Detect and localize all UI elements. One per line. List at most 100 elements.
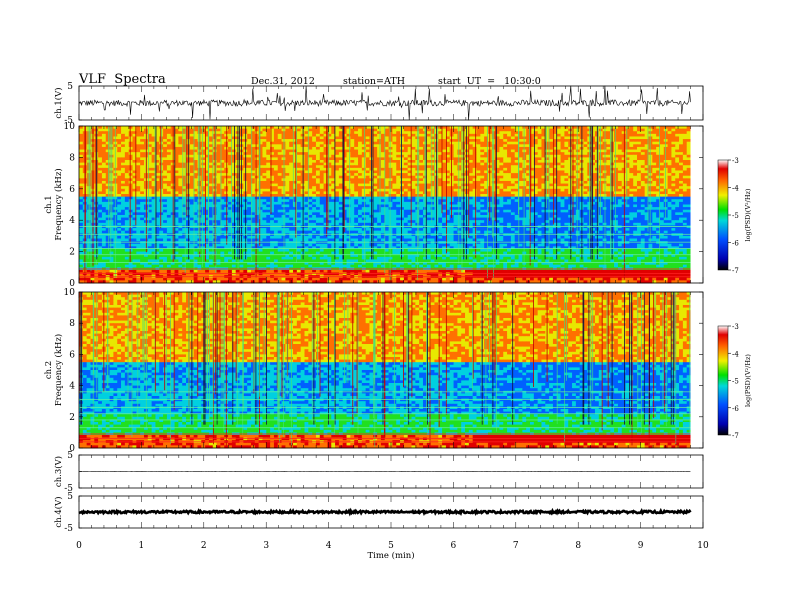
spectrogram-cell — [556, 136, 561, 140]
spectrogram-cell — [346, 157, 351, 161]
spectrogram-cell — [319, 144, 325, 148]
spectrogram-cell — [644, 183, 649, 187]
spectrogram-cell — [510, 160, 516, 164]
spectrogram-cell — [468, 154, 474, 158]
spectrogram-cell — [419, 173, 424, 177]
spectrogram-cell — [499, 152, 504, 156]
spectrogram-cell — [101, 170, 107, 174]
spectrogram-cell — [510, 191, 516, 195]
spectrogram-cell — [568, 199, 573, 203]
spectrogram-cell — [537, 183, 542, 187]
spectrogram-cell — [205, 199, 210, 203]
spectrogram-cell — [430, 201, 435, 205]
spectrogram-cell — [682, 180, 688, 184]
spectrogram-cell — [499, 188, 504, 192]
spectrogram-cell — [541, 201, 546, 205]
spectrogram-cell — [537, 139, 542, 143]
spectrogram-cell — [342, 141, 347, 145]
spectrogram-cell — [186, 141, 191, 145]
spectrogram-cell — [480, 157, 485, 161]
spectrogram-cell — [407, 136, 412, 140]
spectrogram-cell — [472, 162, 477, 166]
spectrogram-cell — [549, 173, 554, 177]
spectrogram-cell — [128, 188, 133, 192]
spectrogram-cell — [136, 160, 141, 164]
spectrogram-cell — [79, 165, 84, 169]
spectrogram-cell — [621, 167, 626, 171]
spectrogram-cell — [667, 194, 672, 198]
spectrogram-cell — [216, 186, 221, 190]
spectrogram-cell — [331, 154, 336, 158]
spectrogram-cell — [419, 183, 424, 187]
spectrogram-cell — [140, 146, 145, 150]
spectrogram-cell — [208, 157, 214, 161]
spectrogram-cell — [675, 154, 680, 158]
spectrogram-cell — [556, 167, 561, 171]
spectrogram-cell — [503, 136, 508, 140]
spectrogram-cell — [163, 152, 168, 156]
spectrogram-cell — [132, 128, 137, 132]
spectrogram-cell — [266, 144, 271, 148]
spectrogram-cell — [453, 183, 458, 187]
spectrogram-cell — [220, 165, 225, 169]
spectrogram-cell — [308, 180, 313, 184]
spectrogram-cell — [533, 167, 539, 171]
spectrogram-cell — [526, 196, 531, 200]
spectrogram-cell — [289, 180, 294, 184]
spectrogram-cell — [101, 191, 107, 195]
spectrogram-cell — [537, 180, 542, 184]
spectrogram-cell — [568, 165, 573, 169]
spectrogram-cell — [495, 194, 500, 198]
spectrogram-cell — [461, 183, 466, 187]
spectrogram-cell — [606, 201, 611, 205]
spectrogram-cell — [621, 199, 626, 203]
spectrogram-cell — [591, 186, 596, 190]
spectrogram-cell — [312, 180, 317, 184]
spectrogram-cell — [101, 152, 107, 156]
spectrogram-cell — [308, 183, 313, 187]
spectrogram-cell — [537, 146, 542, 150]
spectrogram-cell — [189, 188, 195, 192]
spectrogram-cell — [388, 175, 393, 179]
spectrogram-cell — [633, 128, 638, 132]
spectrogram-cell — [484, 167, 489, 171]
spectrogram-cell — [231, 149, 237, 153]
spectrogram-cell — [499, 170, 504, 174]
spectrogram-cell — [392, 204, 397, 208]
spectrogram-cell — [659, 167, 665, 171]
spectrogram-cell — [208, 165, 214, 169]
spectrogram-cell — [503, 126, 508, 130]
spectrogram-cell — [640, 136, 646, 140]
spectrogram-cell — [384, 146, 389, 150]
spectrogram-cell — [617, 173, 623, 177]
spectrogram-cell — [319, 157, 325, 161]
spectrogram-cell — [228, 175, 233, 179]
spectrogram-cell — [140, 204, 145, 208]
spectrogram-cell — [430, 139, 435, 143]
spectrogram-cell — [189, 186, 195, 190]
spectrogram-cell — [277, 136, 282, 140]
spectrogram-cell — [453, 144, 458, 148]
spectrogram-cell — [319, 136, 325, 140]
spectrogram-cell — [510, 126, 516, 130]
spectrogram-cell — [403, 133, 409, 137]
spectrogram-cell — [572, 175, 577, 179]
spectrogram-cell — [346, 188, 351, 192]
spectrogram-cell — [186, 146, 191, 150]
spectrogram-cell — [128, 175, 133, 179]
spectrogram-cell — [407, 146, 412, 150]
spectrogram-cell — [121, 162, 126, 166]
spectrogram-cell — [289, 178, 294, 182]
spectrogram-cell — [365, 136, 370, 140]
spectrogram-cell — [136, 133, 141, 137]
spectrogram-cell — [564, 170, 569, 174]
spectrogram-cell — [606, 149, 611, 153]
spectrogram-cell — [285, 160, 290, 164]
spectrogram-cell — [614, 173, 619, 177]
spectrogram-cell — [101, 186, 107, 190]
spectrogram-cell — [514, 160, 519, 164]
spectrogram-cell — [277, 128, 282, 132]
spectrogram-cell — [453, 133, 458, 137]
spectrogram-cell — [495, 152, 500, 156]
spectrogram-cell — [675, 146, 680, 150]
